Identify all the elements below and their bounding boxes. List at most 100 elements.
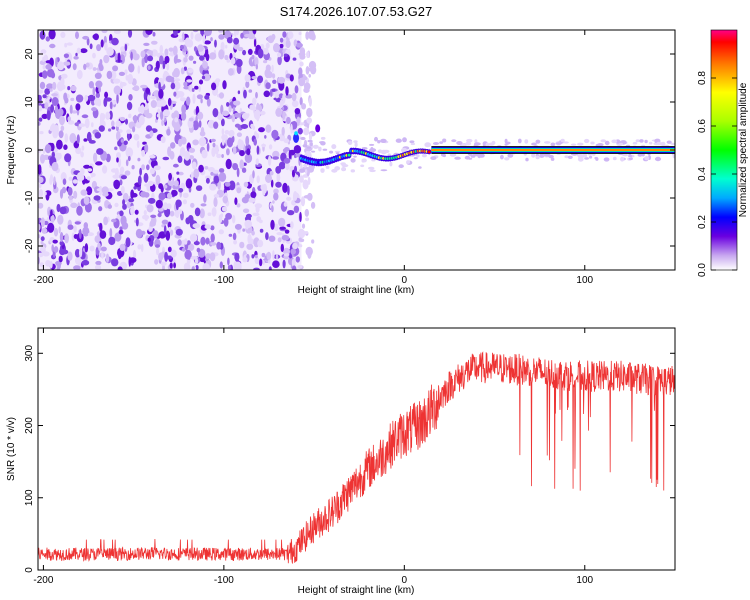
signal-halo	[456, 141, 463, 145]
noise-speckle	[226, 102, 230, 107]
noise-speckle	[306, 51, 310, 59]
noise-speckle	[170, 142, 176, 149]
spectrogram-x-ticks: -200 -100 0 100	[33, 30, 594, 286]
noise-speckle	[141, 149, 146, 157]
noise-speckle	[45, 260, 51, 267]
signal-halo	[619, 142, 623, 146]
noise-speckle	[192, 139, 199, 146]
noise-speckle	[209, 183, 217, 191]
noise-speckle	[252, 125, 256, 130]
noise-speckle	[267, 35, 275, 44]
noise-speckle	[56, 139, 63, 150]
noise-speckle	[116, 93, 119, 104]
noise-speckle	[307, 176, 311, 185]
noise-speckle	[188, 55, 194, 61]
noise-speckle	[236, 30, 239, 36]
noise-speckle	[189, 233, 198, 242]
noise-speckle	[265, 232, 269, 241]
noise-speckle	[38, 148, 42, 153]
noise-speckle	[218, 229, 224, 235]
noise-speckle	[135, 217, 139, 227]
noise-speckle	[206, 142, 210, 152]
noise-speckle	[91, 107, 97, 112]
noise-speckle	[301, 223, 306, 229]
noise-speckle	[204, 94, 210, 100]
noise-speckle	[210, 37, 213, 42]
noise-speckle	[155, 174, 161, 186]
noise-speckle	[149, 154, 156, 159]
signal-halo	[517, 138, 522, 144]
noise-speckle	[286, 196, 292, 201]
signal-halo	[303, 163, 307, 168]
noise-speckle	[91, 122, 94, 128]
noise-speckle	[218, 214, 223, 224]
noise-speckle	[234, 123, 241, 128]
signal-halo	[354, 142, 358, 148]
noise-speckle	[232, 214, 236, 224]
noise-speckle	[38, 176, 44, 184]
noise-speckle	[113, 85, 122, 95]
noise-speckle	[140, 243, 144, 253]
noise-speckle	[161, 219, 169, 225]
noise-speckle	[277, 55, 282, 66]
noise-speckle	[127, 30, 133, 38]
noise-speckle	[299, 61, 304, 67]
noise-speckle	[57, 108, 64, 117]
noise-speckle	[236, 203, 241, 208]
noise-speckle	[226, 59, 231, 63]
noise-speckle	[287, 210, 295, 216]
noise-speckle	[294, 165, 297, 174]
noise-speckle	[98, 206, 103, 212]
noise-speckle	[133, 186, 137, 190]
noise-speckle	[247, 48, 253, 56]
noise-speckle	[102, 165, 108, 174]
noise-speckle	[275, 181, 282, 188]
noise-speckle	[261, 252, 266, 258]
noise-speckle	[83, 222, 89, 230]
noise-speckle	[305, 31, 310, 40]
noise-speckle	[286, 116, 291, 125]
noise-speckle	[290, 123, 293, 134]
noise-speckle	[233, 100, 241, 106]
noise-speckle	[136, 140, 140, 148]
noise-speckle	[287, 185, 290, 196]
noise-speckle	[165, 75, 174, 83]
noise-speckle	[277, 76, 286, 84]
noise-speckle	[283, 53, 288, 57]
noise-speckle	[220, 41, 225, 52]
noise-speckle	[185, 178, 193, 189]
noise-speckle	[233, 30, 237, 37]
signal-halo	[341, 167, 346, 172]
noise-speckle	[211, 147, 216, 158]
signal-halo	[577, 142, 584, 146]
noise-speckle	[254, 257, 260, 265]
noise-speckle	[251, 54, 255, 60]
noise-speckle	[310, 201, 316, 209]
noise-speckle	[306, 117, 313, 124]
signal-halo	[325, 165, 330, 169]
noise-speckle	[308, 97, 312, 107]
noise-speckle	[256, 145, 260, 155]
snr-y-ticks: 0 100 200 300	[24, 345, 675, 573]
noise-speckle	[183, 262, 191, 270]
noise-speckle	[200, 98, 203, 104]
noise-speckle	[271, 88, 276, 92]
noise-speckle	[48, 30, 56, 40]
noise-speckle	[113, 78, 121, 84]
noise-speckle	[132, 53, 140, 61]
noise-speckle	[272, 200, 275, 204]
noise-speckle	[221, 138, 225, 146]
noise-speckle	[194, 207, 201, 217]
noise-speckle	[307, 248, 312, 259]
noise-speckle	[198, 79, 204, 85]
noise-speckle	[237, 90, 241, 95]
noise-speckle	[263, 90, 271, 98]
noise-speckle	[108, 128, 112, 132]
noise-speckle	[240, 124, 249, 129]
noise-speckle	[272, 79, 277, 85]
signal-halo	[449, 153, 457, 157]
signal-halo	[369, 169, 376, 173]
noise-speckle	[299, 122, 305, 126]
noise-speckle	[193, 60, 197, 64]
noise-speckle	[310, 33, 316, 41]
